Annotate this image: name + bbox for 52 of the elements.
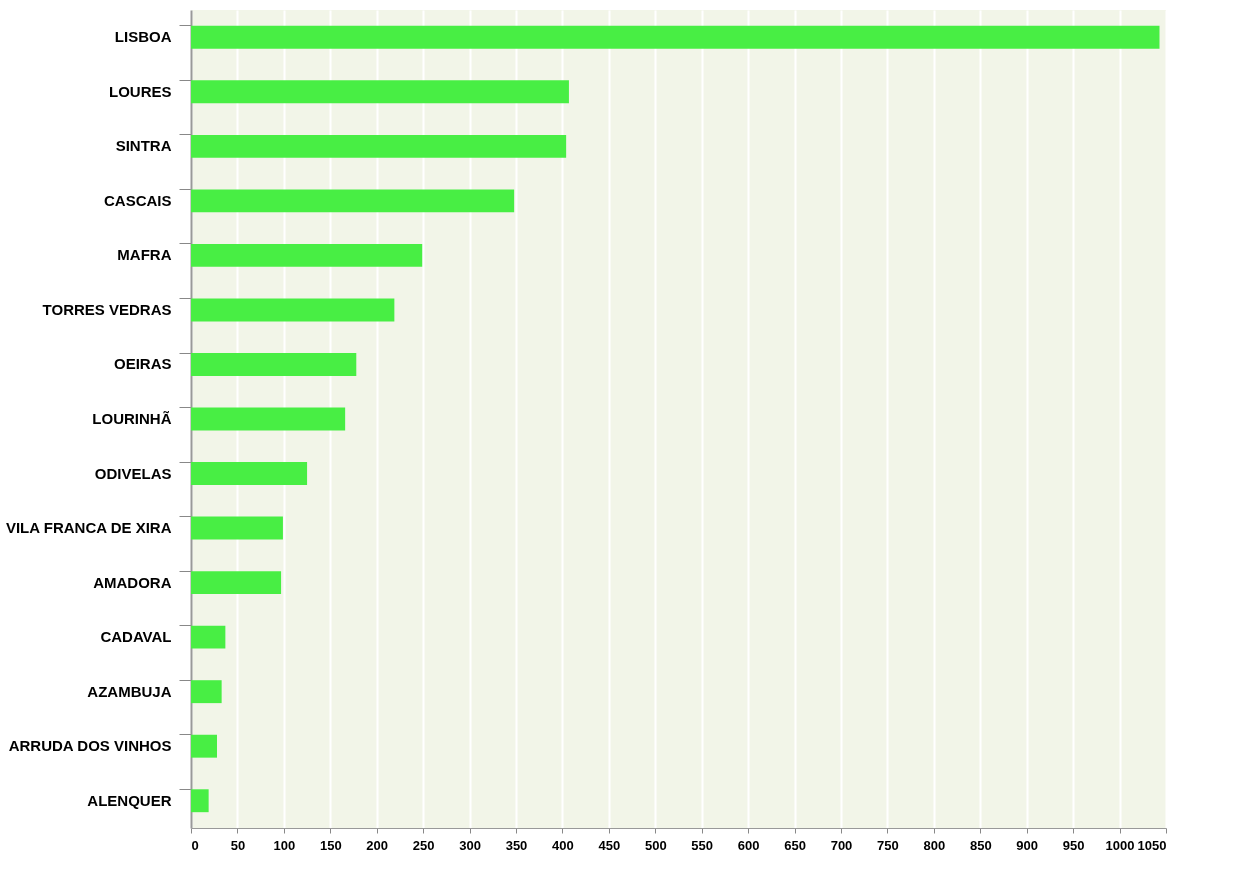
x-tick-label: 400 xyxy=(552,837,574,853)
x-tick-label: 300 xyxy=(459,837,481,853)
x-tick-label: 0 xyxy=(191,837,199,853)
x-tick-label: 1050 xyxy=(1137,837,1167,853)
x-tick-label: 700 xyxy=(830,837,853,853)
y-tick-label: SINTRA xyxy=(115,137,172,155)
bar xyxy=(191,680,222,704)
y-tick-label: MAFRA xyxy=(117,246,172,264)
y-tick-label: TORRES VEDRAS xyxy=(42,300,172,318)
x-tick-label: 950 xyxy=(1062,837,1085,853)
x-tick-label: 900 xyxy=(1016,837,1039,853)
bar xyxy=(191,462,308,485)
bar xyxy=(191,189,515,213)
x-tick-label: 550 xyxy=(691,837,714,853)
x-tick-label: 650 xyxy=(784,837,806,853)
bar xyxy=(191,571,282,595)
bar xyxy=(191,80,569,104)
x-tick-label: 250 xyxy=(412,837,435,853)
y-tick-label: AZAMBUJA xyxy=(87,682,172,700)
bar xyxy=(191,353,357,376)
x-tick-label: 600 xyxy=(737,837,760,853)
x-tick-label: 750 xyxy=(877,837,899,853)
x-tick-label: 150 xyxy=(319,837,342,853)
y-tick-label: VILA FRANCA DE XIRA xyxy=(5,519,172,537)
y-tick-label: OEIRAS xyxy=(113,355,172,373)
y-tick-label: ARRUDA DOS VINHOS xyxy=(8,737,172,755)
y-tick-label: ODIVELAS xyxy=(94,464,172,482)
y-tick-label: ALENQUER xyxy=(87,791,172,809)
x-tick-label: 350 xyxy=(505,837,528,853)
y-tick-label: LISBOA xyxy=(114,28,172,46)
x-tick-label: 1000 xyxy=(1105,837,1135,853)
x-tick-label: 100 xyxy=(273,837,296,853)
y-tick-label: LOURINHÃ xyxy=(92,410,172,427)
bar xyxy=(191,298,395,322)
x-tick-label: 800 xyxy=(923,837,946,853)
bar xyxy=(191,25,1160,49)
x-tick-label: 500 xyxy=(644,837,667,853)
x-tick-label: 200 xyxy=(366,837,389,853)
y-tick-label: CASCAIS xyxy=(103,191,172,209)
y-tick-label: CADAVAL xyxy=(100,628,172,646)
bar xyxy=(191,625,226,649)
x-tick-label: 450 xyxy=(598,837,621,853)
x-tick-label: 850 xyxy=(969,837,992,853)
bar xyxy=(191,243,423,267)
bar xyxy=(191,734,217,758)
y-tick-label: AMADORA xyxy=(93,573,172,591)
x-tick-label: 50 xyxy=(230,837,246,853)
bar xyxy=(191,789,209,813)
y-tick-label: LOURES xyxy=(108,82,172,100)
bar xyxy=(191,134,567,158)
bar xyxy=(191,407,346,431)
bar xyxy=(191,516,283,540)
